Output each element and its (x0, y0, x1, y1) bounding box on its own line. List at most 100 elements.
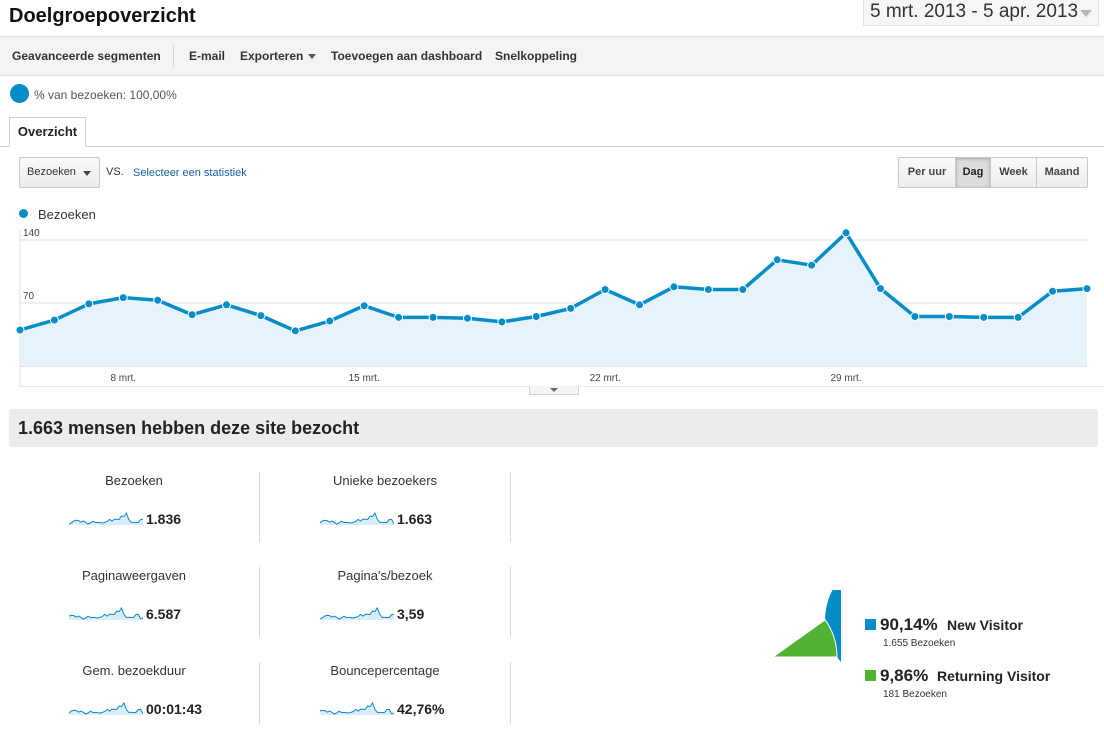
data-point (462, 313, 472, 323)
chevron-down-icon (1080, 10, 1092, 17)
advanced-segments-button[interactable]: Geavanceerde segmenten (12, 49, 161, 63)
metric-label: Pagina's/bezoek (337, 568, 433, 583)
legend-dot-icon (19, 209, 28, 218)
metric-label: Bezoeken (105, 473, 163, 488)
metric-label: Paginaweergaven (81, 568, 187, 583)
segment-label: % van bezoeken: 100,00% (34, 88, 177, 102)
metric-bounce-rate[interactable]: Bouncepercentage 42,76% (260, 663, 510, 739)
metric-divider (259, 662, 260, 724)
date-range-label: 5 mrt. 2013 - 5 apr. 2013 (870, 1, 1079, 22)
caret-down-icon (308, 54, 317, 60)
metric-label: Unieke bezoekers (332, 473, 438, 488)
sparkline-area (320, 513, 394, 525)
data-point (531, 312, 541, 321)
legend-label: Bezoeken (38, 207, 96, 222)
period-month-button[interactable]: Maand (1037, 158, 1087, 187)
metric-divider (510, 567, 511, 637)
sparkline-area (69, 608, 143, 620)
data-point (738, 285, 748, 294)
sparkline-line (69, 511, 143, 525)
sparkline-line (320, 606, 394, 620)
legend-swatch-new-visitor (865, 619, 876, 630)
x-tick-label: 22 mrt. (590, 373, 621, 384)
metric-divider (259, 472, 260, 542)
sparkline-chart (69, 701, 143, 715)
data-point (256, 311, 266, 321)
metric-unique-visitors[interactable]: Unieke bezoekers 1.663 (260, 473, 510, 549)
sparkline-line (320, 701, 394, 715)
data-point (290, 326, 300, 336)
date-range-picker[interactable]: 5 mrt. 2013 - 5 apr. 2013 (863, 0, 1099, 26)
metric-visits[interactable]: Bezoeken 1.836 (9, 473, 259, 549)
x-tick-label: 8 mrt. (110, 373, 136, 384)
export-button[interactable]: Exporteren (240, 49, 317, 63)
visitor-type-pie-chart (771, 590, 841, 663)
sparkline-line (69, 701, 143, 715)
data-point (325, 316, 335, 326)
data-point (15, 325, 25, 335)
data-point (772, 255, 782, 265)
visits-chart: 140 70 8 mrt. 15 mrt. 22 mrt. 29 mrt. (15, 228, 1104, 387)
sparkline-line (69, 606, 143, 620)
series-line (19, 231, 1088, 333)
toolbar: Geavanceerde segmenten E-mail Exporteren… (0, 36, 1104, 76)
data-point (359, 301, 369, 311)
data-point (807, 260, 817, 270)
vs-label: VS. (106, 166, 124, 178)
pie-slice-returning-visitor (771, 619, 838, 658)
segment-pie-icon (10, 84, 29, 103)
email-button[interactable]: E-mail (189, 49, 226, 63)
export-label: Exporteren (240, 49, 304, 63)
period-day-button[interactable]: Dag (956, 158, 991, 187)
sparkline-area (69, 513, 143, 525)
toolbar-divider (173, 45, 174, 67)
shortcut-button[interactable]: Snelkoppeling (495, 49, 578, 63)
data-point (84, 299, 94, 309)
legend-new-visitor-label: New Visitor (947, 617, 1023, 633)
period-toggle-group: Per uur Dag Week Maand (898, 157, 1088, 188)
metric-pages-per-visit[interactable]: Pagina's/bezoek 3,59 (260, 568, 510, 644)
legend-returning-visitor-label: Returning Visitor (937, 668, 1051, 684)
sparkline-chart (320, 511, 394, 525)
metric-select[interactable]: Bezoeken (19, 157, 100, 188)
data-point (222, 300, 232, 310)
metric-pageviews[interactable]: Paginaweergaven 6.587 (9, 568, 259, 644)
metric-value: 3,59 (397, 606, 425, 622)
chart-collapse-toggle[interactable] (529, 386, 579, 395)
data-point (49, 315, 59, 325)
data-point (428, 312, 438, 322)
sparkline-area (69, 703, 143, 715)
metric-label: Gem. bezoekduur (82, 663, 186, 678)
sparkline-chart (69, 511, 143, 525)
legend-new-visitor-count: 1.655 Bezoeken (883, 638, 956, 649)
metric-value: 42,76% (397, 701, 445, 717)
metric-avg-duration[interactable]: Gem. bezoekduur 00:01:43 (9, 663, 259, 739)
data-point (635, 300, 645, 310)
sparkline-area (320, 703, 394, 715)
metric-value: 1.836 (146, 511, 182, 527)
data-point (669, 282, 679, 292)
period-hour-button[interactable]: Per uur (899, 158, 956, 187)
data-point (118, 293, 128, 303)
metric-divider (510, 662, 511, 724)
data-point (566, 303, 576, 313)
tab-overzicht[interactable]: Overzicht (9, 117, 86, 147)
sparkline-area (320, 608, 394, 620)
data-point (944, 312, 954, 321)
metric-value: 00:01:43 (146, 701, 203, 717)
metric-value: 6.587 (146, 606, 182, 622)
caret-down-icon (550, 388, 558, 392)
page-title: Doelgroepoverzicht (9, 5, 196, 27)
metric-label: Bouncepercentage (330, 663, 440, 678)
data-point (910, 312, 920, 321)
sparkline-chart (69, 606, 143, 620)
add-to-dashboard-button[interactable]: Toevoegen aan dashboard (331, 49, 483, 63)
data-point (875, 284, 885, 294)
legend-new-visitor-percent: 90,14% (880, 615, 938, 634)
period-week-button[interactable]: Week (991, 158, 1037, 187)
metric-value: 1.663 (397, 511, 433, 527)
y-tick-label: 70 (23, 291, 35, 302)
series-area (20, 232, 1087, 366)
compare-metric-link[interactable]: Selecteer een statistiek (133, 167, 247, 179)
data-point (703, 285, 713, 294)
